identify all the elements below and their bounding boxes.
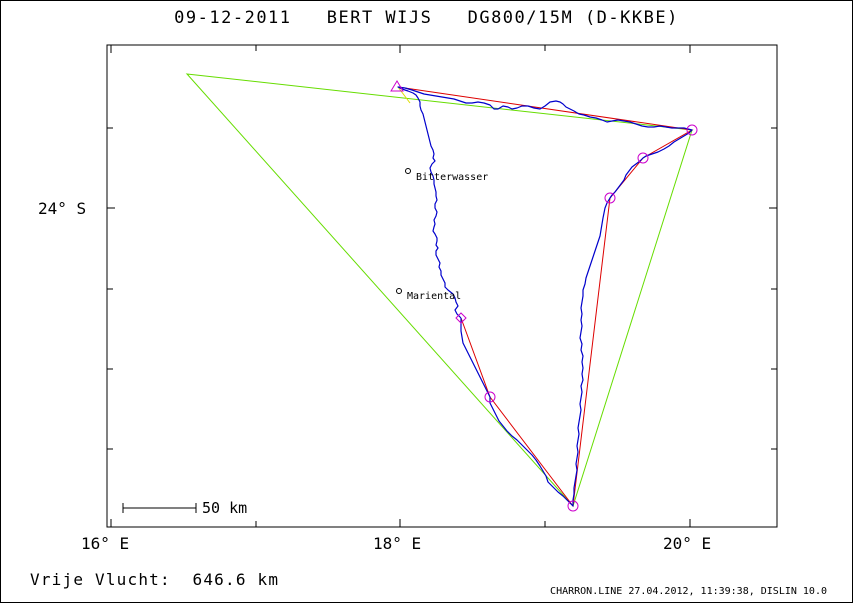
place-label-mariental: Mariental	[407, 291, 461, 302]
flight-title: 09-12-2011 BERT WIJS DG800/15M (D-KKBE)	[0, 8, 853, 28]
y-ticks	[107, 127, 777, 450]
result-label: Vrije Vlucht:	[30, 570, 171, 589]
free-flight-result: Vrije Vlucht: 646.6 km	[30, 570, 279, 589]
scale-bar	[122, 503, 197, 513]
place-marker-mariental	[396, 288, 402, 294]
footer-stamp: CHARRON.LINE 27.04.2012, 11:39:38, DISLI…	[550, 586, 827, 597]
result-distance: 646.6 km	[192, 570, 280, 589]
turnpoint-marker	[484, 391, 496, 403]
turnpoint-marker	[567, 500, 579, 512]
x-tick-label-18e: 18° E	[373, 534, 421, 553]
turnpoint-marker	[604, 192, 616, 204]
x-tick-label-16e: 16° E	[81, 534, 129, 553]
x-tick-label-20e: 20° E	[663, 534, 711, 553]
map-border	[106, 44, 778, 528]
gps-track	[397, 86, 693, 507]
x-ticks	[110, 45, 691, 527]
glider-name: DG800/15M (D-KKBE)	[467, 8, 679, 28]
start-leg	[397, 86, 411, 104]
finish-point-diamond-marker	[455, 312, 467, 324]
fai-triangle	[185, 73, 693, 507]
flight-date: 09-12-2011	[174, 8, 292, 28]
turnpoint-marker	[686, 124, 698, 136]
turnpoint-marker	[637, 152, 649, 164]
pilot-name: BERT WIJS	[326, 8, 433, 28]
scale-bar-label: 50 km	[202, 499, 247, 517]
y-tick-label-24s: 24° S	[38, 199, 86, 218]
start-point-triangle-marker	[390, 80, 404, 92]
place-label-bitterwasser: Bitterwasser	[416, 172, 488, 183]
place-marker-bitterwasser	[405, 168, 411, 174]
